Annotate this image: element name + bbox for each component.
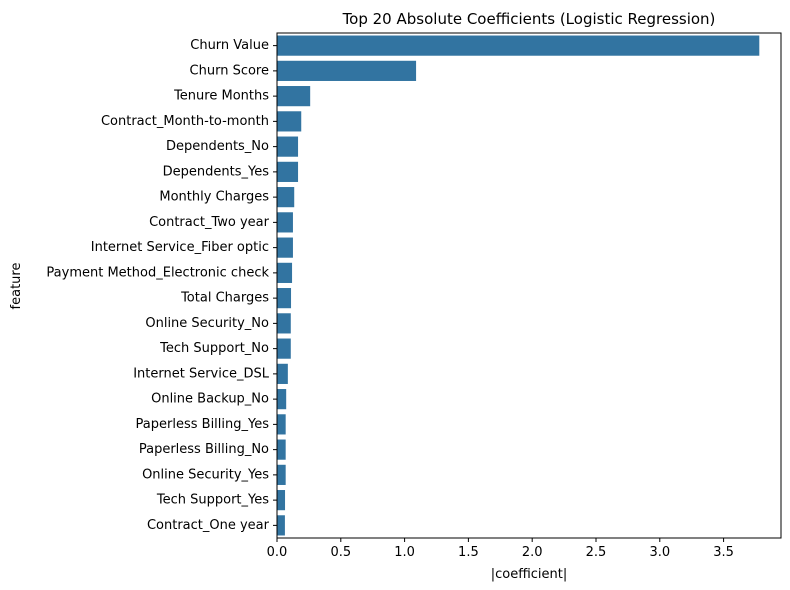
- x-ticks-group: 0.0 0.5 1.0 1.5 2.0 2.5 3.0 3.5: [267, 538, 734, 560]
- y-tick-label: Internet Service_Fiber optic: [91, 240, 269, 255]
- y-tick-label: Monthly Charges: [159, 190, 269, 205]
- y-tick-label: Online Backup_No: [151, 392, 269, 407]
- y-tick-label: Churn Score: [190, 63, 269, 78]
- y-tick-label: Dependents_Yes: [163, 164, 270, 179]
- y-tick-label: Contract_Month-to-month: [101, 114, 269, 129]
- y-tick-label: Total Charges: [180, 291, 269, 306]
- bar: [277, 338, 291, 359]
- bar: [277, 288, 292, 309]
- y-tick-label: Payment Method_Electronic check: [46, 265, 269, 280]
- x-tick-label: 0.5: [330, 545, 351, 560]
- x-tick-label: 3.5: [713, 545, 734, 560]
- y-tick-label: Dependents_No: [166, 139, 269, 154]
- bar: [277, 313, 291, 334]
- y-tick-label: Tech Support_No: [159, 341, 269, 356]
- y-tick-label: Tenure Months: [173, 89, 269, 104]
- plot-frame: [276, 32, 782, 539]
- bar: [277, 237, 293, 258]
- bar: [277, 212, 293, 233]
- bar: [277, 389, 287, 410]
- bar: [277, 464, 286, 485]
- y-tick-label: Online Security_Yes: [142, 467, 269, 482]
- y-ticks-group: Churn Value Churn Score Tenure Months Contr…: [46, 38, 277, 533]
- y-axis-label: feature: [9, 263, 24, 310]
- y-tick-label: Paperless Billing_No: [139, 442, 269, 457]
- bar: [277, 490, 286, 511]
- y-tick-label: Tech Support_Yes: [156, 493, 269, 508]
- bar: [277, 187, 295, 208]
- x-tick-label: 2.0: [522, 545, 543, 560]
- bar: [277, 515, 285, 536]
- bar: [277, 60, 417, 81]
- bar: [277, 111, 302, 132]
- bar: [277, 86, 311, 107]
- x-tick-label: 2.5: [586, 545, 607, 560]
- y-tick-label: Paperless Billing_Yes: [136, 417, 270, 432]
- chart-title: Top 20 Absolute Coefficients (Logistic R…: [342, 10, 716, 28]
- x-tick-label: 0.0: [267, 545, 288, 560]
- bar: [277, 161, 299, 182]
- x-tick-label: 1.0: [394, 545, 415, 560]
- bar: [277, 363, 288, 384]
- x-tick-label: 3.0: [649, 545, 670, 560]
- bar: [277, 262, 293, 283]
- y-tick-label: Churn Value: [190, 38, 269, 53]
- y-tick-label: Online Security_No: [145, 316, 269, 331]
- y-tick-label: Contract_Two year: [149, 215, 270, 230]
- bar: [277, 136, 299, 157]
- y-tick-label: Contract_One year: [147, 518, 270, 533]
- bars-group: [277, 35, 760, 536]
- x-axis-label: |coefficient|: [491, 567, 568, 582]
- y-tick-label: Internet Service_DSL: [133, 366, 270, 381]
- bar: [277, 414, 286, 435]
- bar: [277, 439, 286, 460]
- bar: [277, 35, 760, 56]
- x-tick-label: 1.5: [458, 545, 479, 560]
